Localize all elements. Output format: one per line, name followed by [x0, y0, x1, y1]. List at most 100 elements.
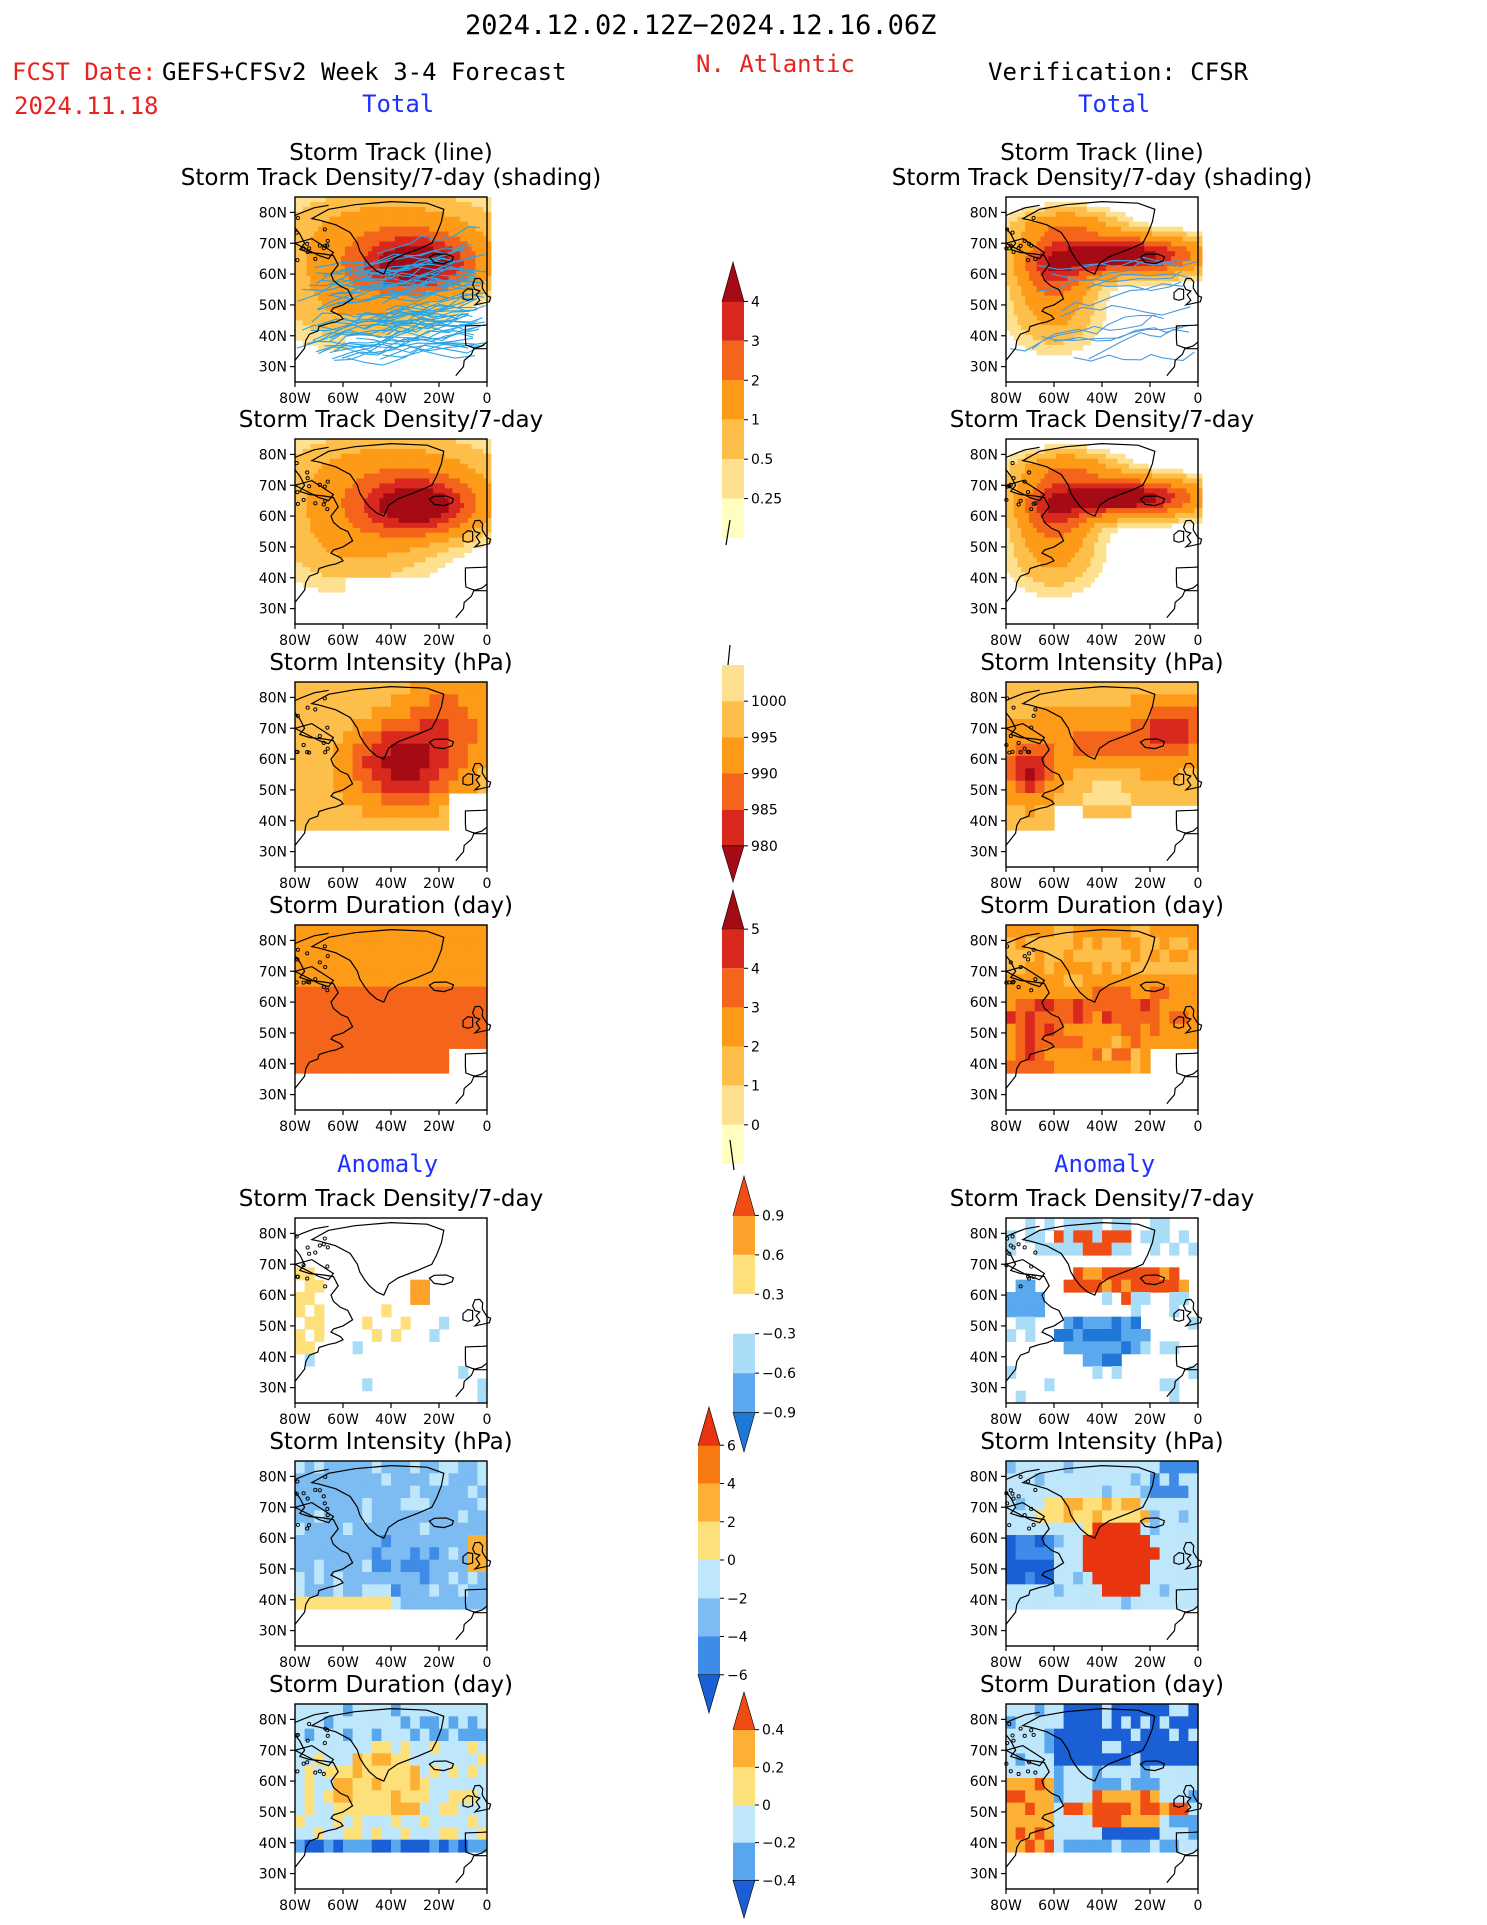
grid-cell: [383, 246, 388, 252]
grid-cell: [440, 197, 446, 203]
grid-cell: [1029, 537, 1034, 544]
island: [325, 507, 330, 512]
grid-cell: [314, 517, 319, 524]
grid-cell: [483, 493, 488, 499]
grid-cell: [1063, 271, 1069, 277]
grid-cell: [364, 458, 369, 465]
grid-cell: [1155, 256, 1161, 262]
grid-cell: [421, 508, 427, 514]
grid-cell: [352, 453, 358, 460]
grid-cell: [1029, 285, 1034, 292]
grid-cell: [1017, 285, 1022, 292]
grid-cell: [1098, 532, 1103, 539]
grid-cell: [348, 562, 354, 568]
grid-cell: [337, 439, 342, 445]
grid-cell: [314, 468, 319, 475]
grid-cell: [410, 527, 415, 534]
grid-cell: [1048, 463, 1053, 470]
grid-cell: [1086, 537, 1092, 544]
grid-cell: [1086, 547, 1092, 554]
grid-cell: [295, 572, 300, 578]
grid-cell: [487, 290, 492, 297]
grid-cell: [321, 587, 327, 593]
grid-cell: [1186, 241, 1191, 247]
grid-cell: [479, 197, 484, 203]
grid-cell: [1136, 261, 1141, 267]
grid-cell: [325, 330, 331, 336]
grid-cell: [1078, 246, 1084, 252]
grid-cell: [456, 226, 461, 233]
grid-cell: [310, 443, 315, 450]
grid-cell: [398, 458, 404, 465]
grid-cell: [352, 503, 358, 509]
grid-cell: [1105, 231, 1111, 238]
grid-cell: [410, 271, 415, 277]
grid-cell: [379, 231, 384, 238]
grid-cell: [1094, 305, 1099, 312]
grid-cell: [1090, 256, 1095, 262]
grid-cell: [414, 201, 419, 208]
grid-cell: [1032, 310, 1038, 316]
grid-cell: [1117, 473, 1122, 480]
grid-cell: [367, 211, 373, 218]
grid-cell: [337, 216, 342, 223]
grid-cell: [1048, 503, 1053, 509]
grid-cell: [487, 275, 492, 282]
grid-cell: [467, 439, 473, 445]
grid-cell: [310, 305, 315, 312]
grid-cell: [356, 206, 361, 213]
island: [325, 243, 330, 248]
grid-cell: [1048, 572, 1053, 578]
grid-cell: [379, 216, 384, 223]
lat-tick-label: 30N: [970, 360, 998, 376]
grid-cell: [487, 498, 492, 504]
grid-cell: [437, 271, 442, 277]
grid-cell: [1048, 557, 1053, 563]
grid-cell: [467, 251, 473, 257]
grid-cell: [1105, 488, 1111, 494]
grid-cell: [425, 241, 430, 247]
britain-coast: [1182, 277, 1203, 306]
grid-cell: [329, 226, 334, 233]
grid-cell: [318, 498, 323, 504]
grid-cell: [1071, 567, 1076, 573]
grid-cell: [1078, 275, 1084, 282]
grid-cell: [1055, 310, 1061, 316]
grid-cell: [348, 305, 354, 312]
grid-cell: [337, 285, 342, 292]
grid-cell: [1032, 305, 1038, 312]
grid-cell: [452, 458, 457, 465]
grid-cell: [371, 206, 377, 213]
grid-cell: [1036, 261, 1042, 267]
grid-cell: [295, 251, 300, 257]
grid-cell: [433, 473, 438, 480]
grid-cell: [1040, 310, 1045, 316]
grid-cell: [483, 280, 488, 287]
grid-cell: [1117, 216, 1122, 223]
grid-cell: [429, 503, 434, 509]
grid-cell: [1121, 493, 1126, 499]
grid-cell: [341, 488, 346, 494]
grid-cell: [1059, 527, 1065, 534]
grid-cell: [433, 488, 438, 494]
grid-cell: [1052, 493, 1057, 499]
storm-track: [1051, 270, 1182, 283]
grid-cell: [402, 498, 407, 504]
grid-cell: [337, 522, 342, 529]
grid-cell: [1017, 310, 1022, 316]
grid-cell: [429, 483, 434, 489]
grid-cell: [1086, 285, 1092, 292]
grid-cell: [1086, 300, 1092, 307]
grid-cell: [1067, 483, 1072, 489]
grid-cell: [1006, 557, 1011, 563]
grid-cell: [429, 557, 434, 563]
grid-cell: [1063, 280, 1069, 287]
grid-cell: [360, 290, 365, 297]
grid-cell: [1013, 211, 1019, 218]
grid-cell: [337, 572, 342, 578]
grid-cell: [1067, 221, 1072, 228]
grid-cell: [333, 478, 338, 484]
grid-cell: [348, 468, 354, 475]
grid-cell: [379, 221, 384, 228]
grid-cell: [295, 473, 300, 480]
